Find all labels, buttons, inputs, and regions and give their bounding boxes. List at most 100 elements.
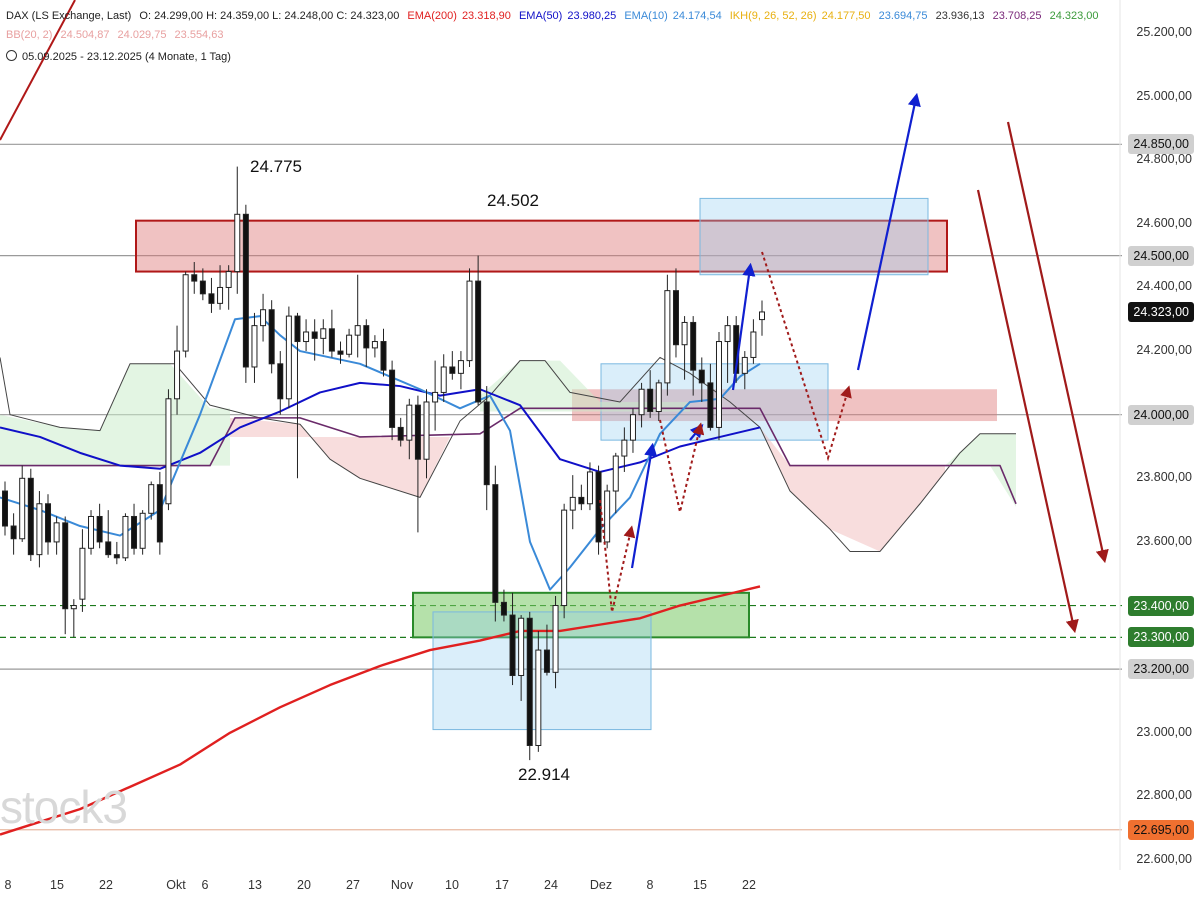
y-tick-label: 24.400,00 [1136, 279, 1192, 294]
candle-body-64 [552, 605, 559, 673]
x-tick-label: 24 [544, 878, 558, 892]
x-tick-label: 10 [445, 878, 459, 892]
candle-body-3 [27, 477, 34, 556]
x-tick-label: 20 [297, 878, 311, 892]
x-tick-label: 15 [693, 878, 707, 892]
y-tick-label: 24.200,00 [1136, 343, 1192, 358]
candle-body-19 [165, 398, 172, 505]
candle-body-37 [320, 328, 327, 339]
price-level-badge-4: 23.300,00 [1128, 627, 1194, 648]
candle-body-30 [260, 309, 267, 327]
bb-value-2: 24.029,75 [117, 29, 167, 41]
candle-body-7 [62, 522, 69, 610]
ikh-value-2: 23.694,75 [878, 10, 928, 22]
candle-body-83 [715, 341, 722, 428]
target-box-low [432, 611, 652, 731]
candle-body-12 [105, 541, 112, 556]
candle-body-82 [707, 382, 714, 428]
support-zone [412, 591, 750, 639]
ema10-value: 24.174,54 [672, 10, 722, 22]
price-level-badge-0: 24.850,00 [1128, 134, 1194, 155]
candle-body-71 [612, 455, 619, 492]
candle-body-68 [586, 471, 593, 505]
y-tick-label: 25.000,00 [1136, 88, 1192, 103]
ema50-value: 23.980,25 [567, 10, 617, 22]
arrow-up-1 [630, 442, 658, 569]
candle-body-36 [311, 331, 318, 339]
candle-body-75 [647, 388, 654, 413]
candle-body-55 [475, 280, 482, 403]
candle-body-9 [79, 547, 86, 600]
ikh-value-4: 23.708,25 [992, 10, 1042, 22]
ema200-label: EMA(200) [407, 10, 457, 22]
ikh-value-3: 23.936,13 [935, 10, 985, 22]
candle-body-58 [500, 601, 507, 616]
symbol-label: DAX (LS Exchange, Last) [6, 10, 132, 22]
candle-body-73 [629, 414, 636, 441]
zones [135, 197, 997, 731]
indicator-ema200 [0, 585, 761, 836]
x-tick-label: 13 [248, 878, 262, 892]
candle-body-47 [406, 404, 413, 441]
arrow-dotted-2 [659, 419, 705, 513]
candle-body-42 [363, 325, 370, 349]
price-level-badge-3: 23.400,00 [1128, 595, 1194, 616]
clock-icon [6, 50, 17, 61]
candle-body-10 [88, 515, 95, 549]
ohlc-values: O: 24.299,00 H: 24.359,00 L: 24.248,00 C… [139, 10, 400, 22]
cloud-green-1 [0, 363, 230, 466]
candle-body-25 [217, 286, 224, 304]
candle-body-17 [148, 484, 155, 514]
candle-body-86 [741, 356, 748, 374]
candle-body-24 [208, 293, 215, 304]
last-price-badge: 24.323,00 [1128, 301, 1194, 322]
candle-body-76 [655, 382, 662, 413]
date-range: 05.09.2025 - 23.12.2025 (4 Monate, 1 Tag… [22, 51, 231, 63]
candle-body-46 [397, 426, 404, 441]
candle-body-77 [664, 290, 671, 384]
chart-header-row2: BB(20, 2) 24.504,87 24.029,75 23.554,63 [6, 29, 228, 41]
candles [2, 166, 765, 761]
x-tick-label: 8 [4, 878, 12, 892]
cloud-red-1 [230, 417, 450, 498]
target-box-mid [600, 363, 829, 441]
candle-body-61 [526, 617, 533, 746]
candle-body-74 [638, 388, 645, 416]
price-level-badge-2: 24.000,00 [1128, 404, 1194, 425]
arrow-up-4 [856, 92, 921, 371]
candle-body-65 [561, 509, 568, 607]
watermark-logo: stock3 [0, 781, 128, 833]
resistance-zone-top [135, 219, 948, 273]
y-tick-label: 24.800,00 [1136, 152, 1192, 167]
bb-label: BB(20, 2) [6, 29, 53, 41]
candle-body-43 [371, 341, 378, 349]
trend-line-topleft [0, 0, 76, 141]
price-level-badge-5: 23.200,00 [1128, 659, 1194, 680]
candle-body-5 [45, 503, 52, 543]
candle-body-27 [234, 213, 241, 273]
candle-body-34 [294, 315, 301, 343]
annotation-low: 22.914 [518, 765, 570, 784]
candle-body-0 [2, 490, 8, 527]
candle-body-38 [328, 328, 335, 352]
target-box-high [699, 197, 929, 276]
candle-body-51 [440, 366, 447, 393]
candle-body-80 [690, 321, 697, 371]
candle-body-49 [423, 401, 430, 460]
ikh-span-outline [0, 356, 1016, 552]
bb-value-3: 23.554,63 [174, 29, 224, 41]
candle-body-78 [672, 290, 679, 346]
candle-body-23 [199, 280, 206, 295]
forecast-arrows [599, 92, 1109, 634]
candle-body-67 [578, 496, 585, 505]
candle-body-41 [354, 325, 361, 336]
ikh-value-1: 24.177,50 [821, 10, 871, 22]
arrow-down-2 [976, 189, 1079, 634]
x-tick-label: 22 [742, 878, 756, 892]
candle-body-40 [346, 334, 353, 355]
ikh-kijun-line [0, 407, 1017, 505]
ikh-label: IKH(9, 26, 52, 26) [729, 10, 817, 22]
candle-body-81 [698, 369, 705, 384]
y-tick-label: 23.600,00 [1136, 533, 1192, 548]
